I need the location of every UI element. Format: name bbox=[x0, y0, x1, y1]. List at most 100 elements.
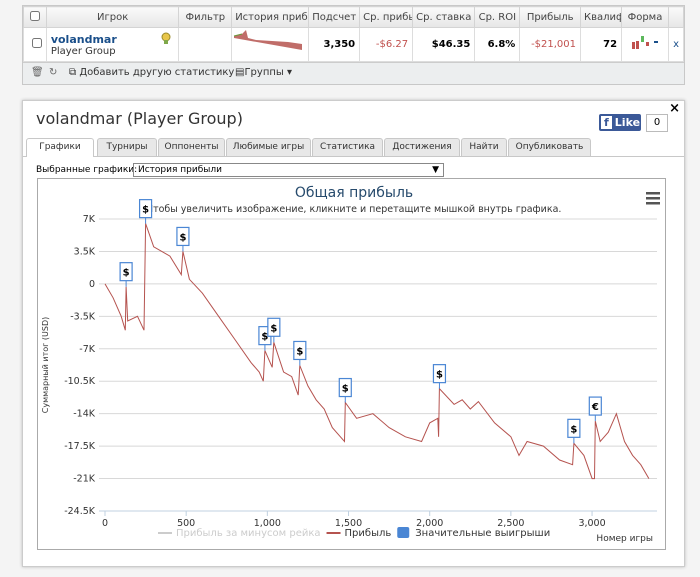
flag-box bbox=[119, 262, 133, 282]
player-group: Player Group bbox=[50, 45, 116, 57]
flag-label: $ bbox=[570, 424, 577, 435]
x-tick-label: 1,500 bbox=[335, 518, 362, 529]
chart-select[interactable]: История прибыли ▼ bbox=[133, 163, 444, 177]
chart: Общая прибыль Чтобы увеличить изображени… bbox=[37, 178, 666, 550]
flag-box bbox=[432, 364, 447, 384]
legend-swatch bbox=[397, 527, 410, 538]
header[interactable]: Ср. прибы bbox=[359, 6, 414, 28]
header[interactable]: Фильтр bbox=[178, 6, 233, 28]
header[interactable]: Ср. ROI bbox=[474, 6, 521, 28]
x-tick-label: 500 bbox=[177, 518, 195, 529]
player-panel: volandmar (Player Group) × f Like 0 Графи… bbox=[22, 100, 685, 567]
like-count: 0 bbox=[646, 114, 668, 132]
y-tick-label: -14K bbox=[73, 409, 96, 420]
row-select[interactable] bbox=[23, 27, 47, 62]
flag-box bbox=[176, 226, 190, 247]
win-flag: $ bbox=[119, 262, 133, 287]
win-flag: $ bbox=[176, 226, 190, 252]
flag-label: $ bbox=[296, 346, 303, 357]
win-flag: € bbox=[588, 396, 602, 422]
flag-label: $ bbox=[142, 205, 149, 216]
win-flag: $ bbox=[567, 418, 581, 444]
y-tick-label: -3.5K bbox=[70, 311, 96, 322]
player-cell: volandmar Player Group bbox=[45, 27, 180, 62]
tab[interactable]: Турниры bbox=[97, 138, 157, 156]
legend-label: Прибыль за минусом рейка bbox=[176, 528, 321, 539]
player-name[interactable]: volandmar bbox=[50, 32, 117, 46]
select-all[interactable] bbox=[23, 6, 47, 28]
y-tick-label: -21K bbox=[73, 474, 96, 485]
tab[interactable]: Статистика bbox=[312, 138, 383, 156]
flag-label: $ bbox=[342, 384, 349, 395]
qualification-cell: 72 bbox=[580, 27, 623, 62]
win-flag: $ bbox=[267, 317, 281, 343]
refresh-icon[interactable]: ↻ bbox=[49, 67, 58, 78]
flag-label: $ bbox=[179, 232, 186, 243]
stats-table: Игрок Фильтр История прибы Подсчет Ср. п… bbox=[22, 5, 685, 85]
add-stat-button[interactable]: ⧉ Добавить другую статистику bbox=[69, 67, 235, 78]
tab[interactable]: Достижения bbox=[384, 138, 460, 156]
win-flag: $ bbox=[432, 364, 447, 389]
flag-label: $ bbox=[270, 323, 277, 334]
chart-subtitle: Чтобы увеличить изображение, кликните и … bbox=[147, 204, 562, 215]
legend-item[interactable]: Прибыль за минусом рейка bbox=[158, 528, 321, 539]
like-label: Like bbox=[614, 116, 641, 129]
header[interactable]: Прибыль bbox=[519, 6, 582, 28]
header[interactable]: История прибы bbox=[231, 6, 310, 28]
legend-label: Значительные выигрыши bbox=[415, 528, 550, 539]
select-label: Выбранные графики: bbox=[36, 165, 138, 175]
form-cell bbox=[621, 27, 669, 62]
tab[interactable]: Найти bbox=[461, 138, 507, 156]
y-tick-label: 7K bbox=[83, 214, 96, 225]
header bbox=[667, 6, 685, 28]
y-tick-label: -10.5K bbox=[64, 376, 96, 387]
y-tick-label: -24.5K bbox=[64, 506, 96, 517]
tab[interactable]: Опубликовать bbox=[508, 138, 591, 156]
win-flag: $ bbox=[338, 377, 352, 403]
legend-item[interactable]: Значительные выигрыши bbox=[397, 527, 550, 539]
chart-title: Общая прибыль bbox=[295, 185, 413, 201]
x-tick-label: 0 bbox=[102, 518, 108, 529]
flag-label: € bbox=[591, 402, 599, 413]
tab[interactable]: Любимые игры bbox=[226, 138, 311, 156]
form-chart bbox=[631, 36, 658, 49]
y-tick-label: -7K bbox=[79, 344, 95, 355]
x-axis-title: Номер игры bbox=[596, 534, 653, 544]
count-cell: 3,350 bbox=[308, 27, 361, 62]
groups-button[interactable]: ▤Группы ▾ bbox=[235, 67, 292, 78]
groups-label: Группы bbox=[244, 67, 284, 78]
flag-label: $ bbox=[123, 268, 130, 279]
win-flag: $ bbox=[293, 340, 307, 366]
flag-box bbox=[267, 317, 281, 337]
header[interactable]: Подсчет bbox=[308, 6, 361, 28]
x-tick-label: 1,000 bbox=[254, 518, 281, 529]
tab-line bbox=[23, 156, 684, 157]
header[interactable]: Игрок bbox=[45, 6, 180, 28]
flag-box bbox=[588, 396, 602, 416]
toolbar: 🗑 ↻ ⧉ Добавить другую статистику ▤Группы… bbox=[23, 62, 684, 84]
legend-item[interactable]: Прибыль bbox=[326, 528, 392, 539]
mini-chart bbox=[234, 30, 303, 50]
header[interactable]: Ср. ставка bbox=[412, 6, 476, 28]
win-flag: $ bbox=[138, 199, 153, 224]
tab[interactable]: Графики bbox=[26, 138, 94, 157]
x-tick-label: 2,500 bbox=[497, 518, 524, 529]
close-button[interactable]: × bbox=[669, 101, 680, 116]
history-cell bbox=[231, 27, 310, 62]
flag-box bbox=[293, 340, 307, 361]
header[interactable]: Квалиф bbox=[580, 6, 623, 28]
trash-icon[interactable]: 🗑 bbox=[31, 67, 44, 78]
roi-cell: 6.8% bbox=[474, 27, 521, 62]
header[interactable]: Форма bbox=[621, 6, 669, 28]
add-stat-label: Добавить другую статистику bbox=[79, 67, 235, 78]
profit-line bbox=[104, 223, 650, 480]
flag-label: $ bbox=[436, 370, 443, 381]
avg-profit-cell: -$6.27 bbox=[359, 27, 414, 62]
tab[interactable]: Оппоненты bbox=[158, 138, 225, 156]
menu-icon[interactable] bbox=[646, 192, 660, 205]
like-button[interactable]: f Like bbox=[599, 114, 641, 131]
legend-label: Прибыль bbox=[345, 528, 392, 539]
remove-button[interactable]: x bbox=[667, 27, 685, 62]
flag-label: $ bbox=[261, 332, 268, 343]
